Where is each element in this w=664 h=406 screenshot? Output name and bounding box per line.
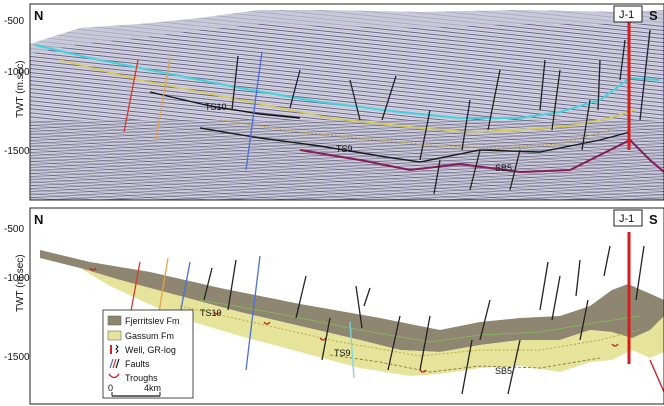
bottom-horizon-label-ts10: TS10 (200, 308, 222, 318)
top-left-label: N (34, 8, 43, 23)
scale-end: 4km (144, 383, 161, 393)
bottom-faults (125, 245, 645, 395)
top-horizon-label-ts10: TS10 (205, 102, 227, 112)
top-faults (123, 29, 651, 195)
bottom-y-tick-2: -1000 (4, 273, 30, 284)
top-horizon-sb5 (299, 138, 664, 174)
bottom-horizon-label-sb5: SB5 (495, 366, 512, 376)
bottom-y-tick-1: -500 (4, 224, 24, 235)
legend-troughs-icon (108, 373, 120, 379)
bottom-well-badge (613, 209, 643, 227)
top-right-label: S (649, 8, 658, 23)
top-horizon-label-ts9: TS9 (336, 144, 353, 154)
bottom-y-axis-label: TWT (m.sec) (15, 254, 26, 312)
bottom-panel: N S J-1 TWT (m.sec) -500 -1000 -1500 TS1… (4, 207, 664, 405)
bottom-horizon-label-ts9: TS9 (334, 348, 351, 358)
legend-swatch-gassum (107, 330, 122, 341)
top-y-axis-label: TWT (m.sec) (15, 60, 26, 118)
fjerritslev-body (40, 250, 664, 352)
top-horizon-ts9 (199, 127, 631, 163)
top-horizon-cyan (34, 44, 661, 119)
legend: Fjerritslev Fm Gassum Fm Well, GR-log Fa… (102, 309, 194, 399)
legend-label-faults: Faults (125, 359, 150, 369)
bottom-left-label: N (34, 212, 43, 227)
top-y-tick-2: -1000 (4, 67, 30, 78)
top-y-tick-3: -1500 (4, 146, 30, 157)
legend-well-icon (110, 344, 119, 354)
top-well-badge (613, 5, 643, 23)
top-horizon-label-sb5: SB5 (495, 163, 512, 173)
top-y-tick-1: -500 (4, 16, 24, 27)
top-panel: N S J-1 TWT (m.sec) -500 -1000 -1500 TS1… (0, 0, 664, 201)
legend-faults-icon (109, 358, 120, 369)
scale-start: 0 (108, 383, 113, 393)
top-horizon-yellow (59, 59, 636, 133)
legend-swatch-fjerritslev (107, 315, 122, 326)
scale-bar: 0 4km (108, 383, 161, 397)
legend-label-well: Well, GR-log (125, 345, 176, 355)
legend-label-gassum: Gassum Fm (125, 331, 174, 341)
top-horizon-ts10 (149, 91, 301, 119)
bottom-right-label: S (649, 212, 658, 227)
bottom-well-name: J-1 (619, 213, 634, 225)
legend-label-troughs: Troughs (125, 373, 158, 383)
top-well-name: J-1 (619, 9, 634, 21)
legend-label-fjerritslev: Fjerritslev Fm (125, 316, 180, 326)
bottom-troughs (89, 267, 664, 393)
bottom-y-tick-3: -1500 (4, 352, 30, 363)
